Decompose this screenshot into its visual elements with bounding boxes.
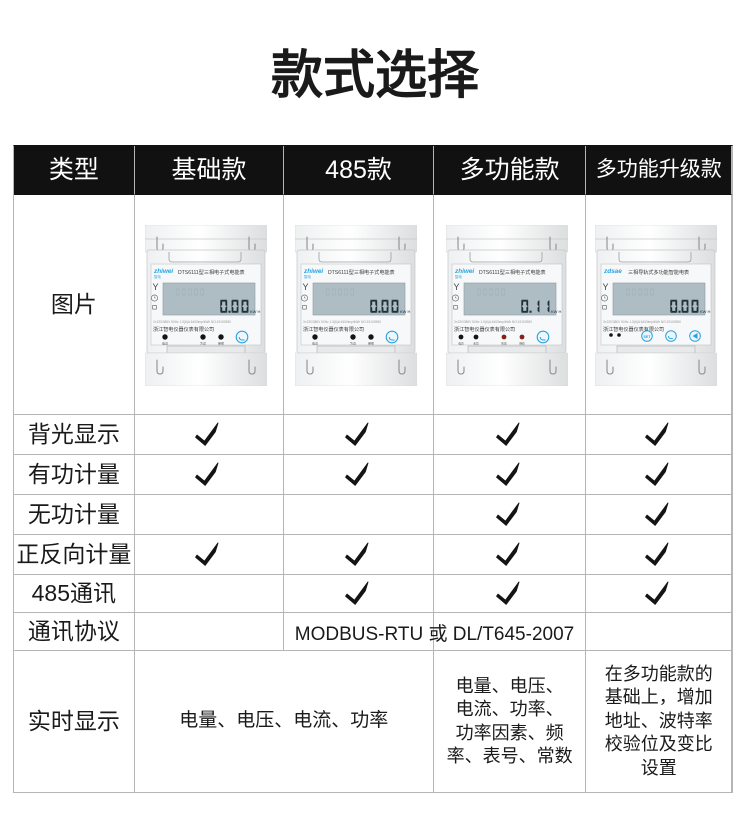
svg-text:zhiwei: zhiwei [303, 268, 323, 275]
svg-text:Y: Y [152, 282, 158, 292]
svg-text:0.00: 0.00 [219, 298, 250, 314]
svg-text:智电: 智电 [154, 274, 161, 279]
svg-text:zhiwei: zhiwei [153, 268, 173, 275]
svg-text:3×220/380V 50Hz 1.5(6)A 6400im: 3×220/380V 50Hz 1.5(6)A 6400imp/kWh NO:1… [603, 320, 681, 324]
svg-text:Y: Y [302, 282, 308, 292]
svg-text:zdsae: zdsae [603, 268, 622, 275]
svg-text:00000: 00000 [625, 288, 656, 297]
svg-text:浙江智电仪器仪表有限公司: 浙江智电仪器仪表有限公司 [303, 326, 364, 333]
svg-text:电总: 电总 [311, 341, 317, 346]
svg-text:3×220/380V 50Hz 1.5(6)A 6400im: 3×220/380V 50Hz 1.5(6)A 6400imp/kWh NO:1… [153, 320, 231, 324]
svg-text:三相导轨式多功能智能电表: 三相导轨式多功能智能电表 [628, 269, 689, 276]
svg-text:DTS6111型三相电子式电能表: DTS6111型三相电子式电能表 [479, 269, 546, 276]
svg-text:浙江智电仪器仪表有限公司: 浙江智电仪器仪表有限公司 [603, 326, 664, 333]
svg-text:0.11: 0.11 [519, 298, 550, 314]
svg-text:3×220/380V 50Hz 1.5(6)A 6400im: 3×220/380V 50Hz 1.5(6)A 6400imp/kWh NO:1… [454, 320, 532, 324]
svg-text:3×220/380V 50Hz 1.5(6)A 6400im: 3×220/380V 50Hz 1.5(6)A 6400imp/kWh NO:1… [303, 320, 381, 324]
svg-text:00000: 00000 [325, 288, 356, 297]
svg-text:Y: Y [453, 282, 459, 292]
svg-text:失压: 失压 [501, 342, 507, 346]
svg-text:电总: 电总 [458, 342, 464, 346]
svg-text:Y: Y [602, 282, 608, 292]
svg-text:保密: 保密 [519, 342, 525, 346]
svg-text:KW H: KW H [551, 309, 562, 314]
svg-text:00000: 00000 [476, 288, 507, 297]
svg-text:保密: 保密 [367, 341, 373, 346]
svg-text:浙江智电仪器仪表有限公司: 浙江智电仪器仪表有限公司 [454, 326, 515, 333]
svg-text:为总: 为总 [200, 341, 206, 346]
svg-text:无功: 无功 [473, 342, 479, 346]
svg-text:电总: 电总 [162, 341, 168, 346]
svg-text:SET: SET [643, 335, 651, 339]
svg-text:智电: 智电 [304, 274, 311, 279]
svg-text:KW H: KW H [250, 309, 261, 314]
svg-text:DTS6111型三相电子式电能表: DTS6111型三相电子式电能表 [178, 269, 245, 276]
svg-text:00000: 00000 [175, 288, 206, 297]
svg-text:智电: 智电 [455, 274, 462, 279]
svg-text:KW H: KW H [400, 309, 411, 314]
svg-text:DTS6111型三相电子式电能表: DTS6111型三相电子式电能表 [328, 269, 395, 276]
svg-text:保密: 保密 [218, 341, 224, 346]
svg-text:KW H: KW H [700, 309, 711, 314]
svg-text:浙江智电仪器仪表有限公司: 浙江智电仪器仪表有限公司 [153, 326, 214, 333]
svg-text:zhiwei: zhiwei [454, 268, 474, 275]
svg-text:0.00: 0.00 [668, 298, 699, 314]
svg-text:为总: 为总 [349, 341, 355, 346]
svg-text:0.00: 0.00 [368, 298, 399, 314]
